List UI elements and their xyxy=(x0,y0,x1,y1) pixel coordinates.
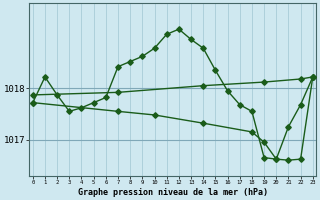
X-axis label: Graphe pression niveau de la mer (hPa): Graphe pression niveau de la mer (hPa) xyxy=(78,188,268,197)
